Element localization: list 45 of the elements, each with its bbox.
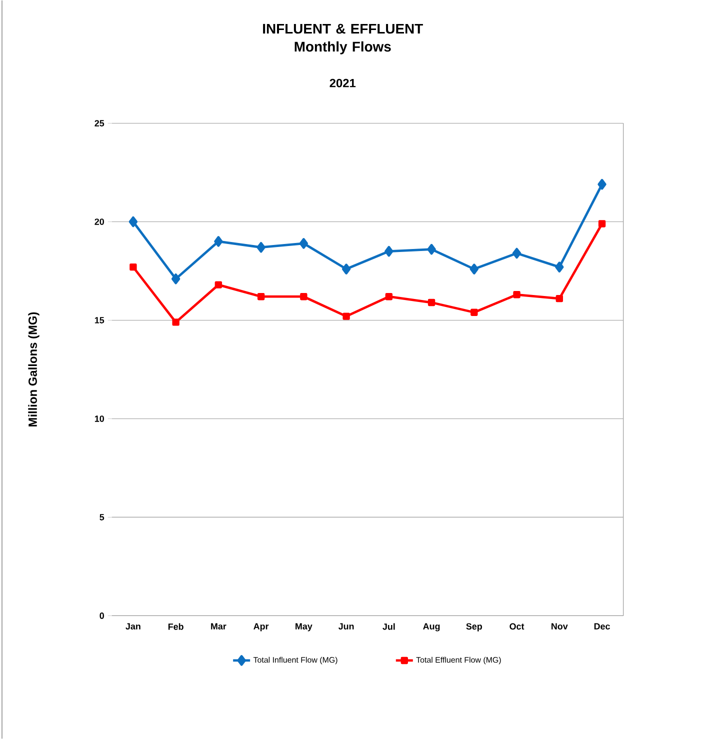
point [171,273,180,284]
point [214,281,222,288]
y-tick-label: 15 [94,317,104,324]
x-tick-label: Jun [338,623,354,630]
point [470,308,478,316]
y-tick-label: 20 [94,218,104,225]
point [257,293,265,300]
x-tick-label: Dec [594,623,610,630]
point [256,242,266,253]
chart-subtitle: 2021 [330,78,356,88]
point [342,264,351,274]
x-tick-label: May [295,623,312,632]
point [299,238,308,249]
y-tick-label: 10 [94,416,104,422]
x-tick-label: Nov [551,623,568,630]
x-tick-label: Mar [210,623,226,630]
point [300,293,308,300]
point [598,178,606,190]
point [428,298,436,306]
point [129,263,137,271]
chart-title: INFLUENT & EFFLUENT Monthly Flows [262,24,423,54]
x-tick-label: Jan [126,623,140,630]
x-tick-label: Sep [466,623,482,632]
point [513,291,520,298]
x-tick-label: Oct [510,623,524,630]
point [172,318,180,326]
point [128,216,138,228]
point [342,312,350,320]
point [554,262,564,272]
y-tick-label: 25 [94,120,104,126]
x-tick-label: Aug [422,623,440,632]
point [470,264,478,274]
point [384,246,394,257]
point [427,244,436,255]
point [512,248,522,259]
y-tick-label: 5 [100,514,104,520]
x-tick-label: Apr [253,623,269,632]
y-axis-title: Million Gallons (MG) [28,312,40,426]
point [598,220,606,228]
x-tick-label: Jul [382,623,395,630]
y-tick-label: 0 [100,612,104,619]
point [556,294,563,302]
x-tick-label: Feb [168,623,184,630]
point [214,236,223,247]
point [385,293,392,300]
